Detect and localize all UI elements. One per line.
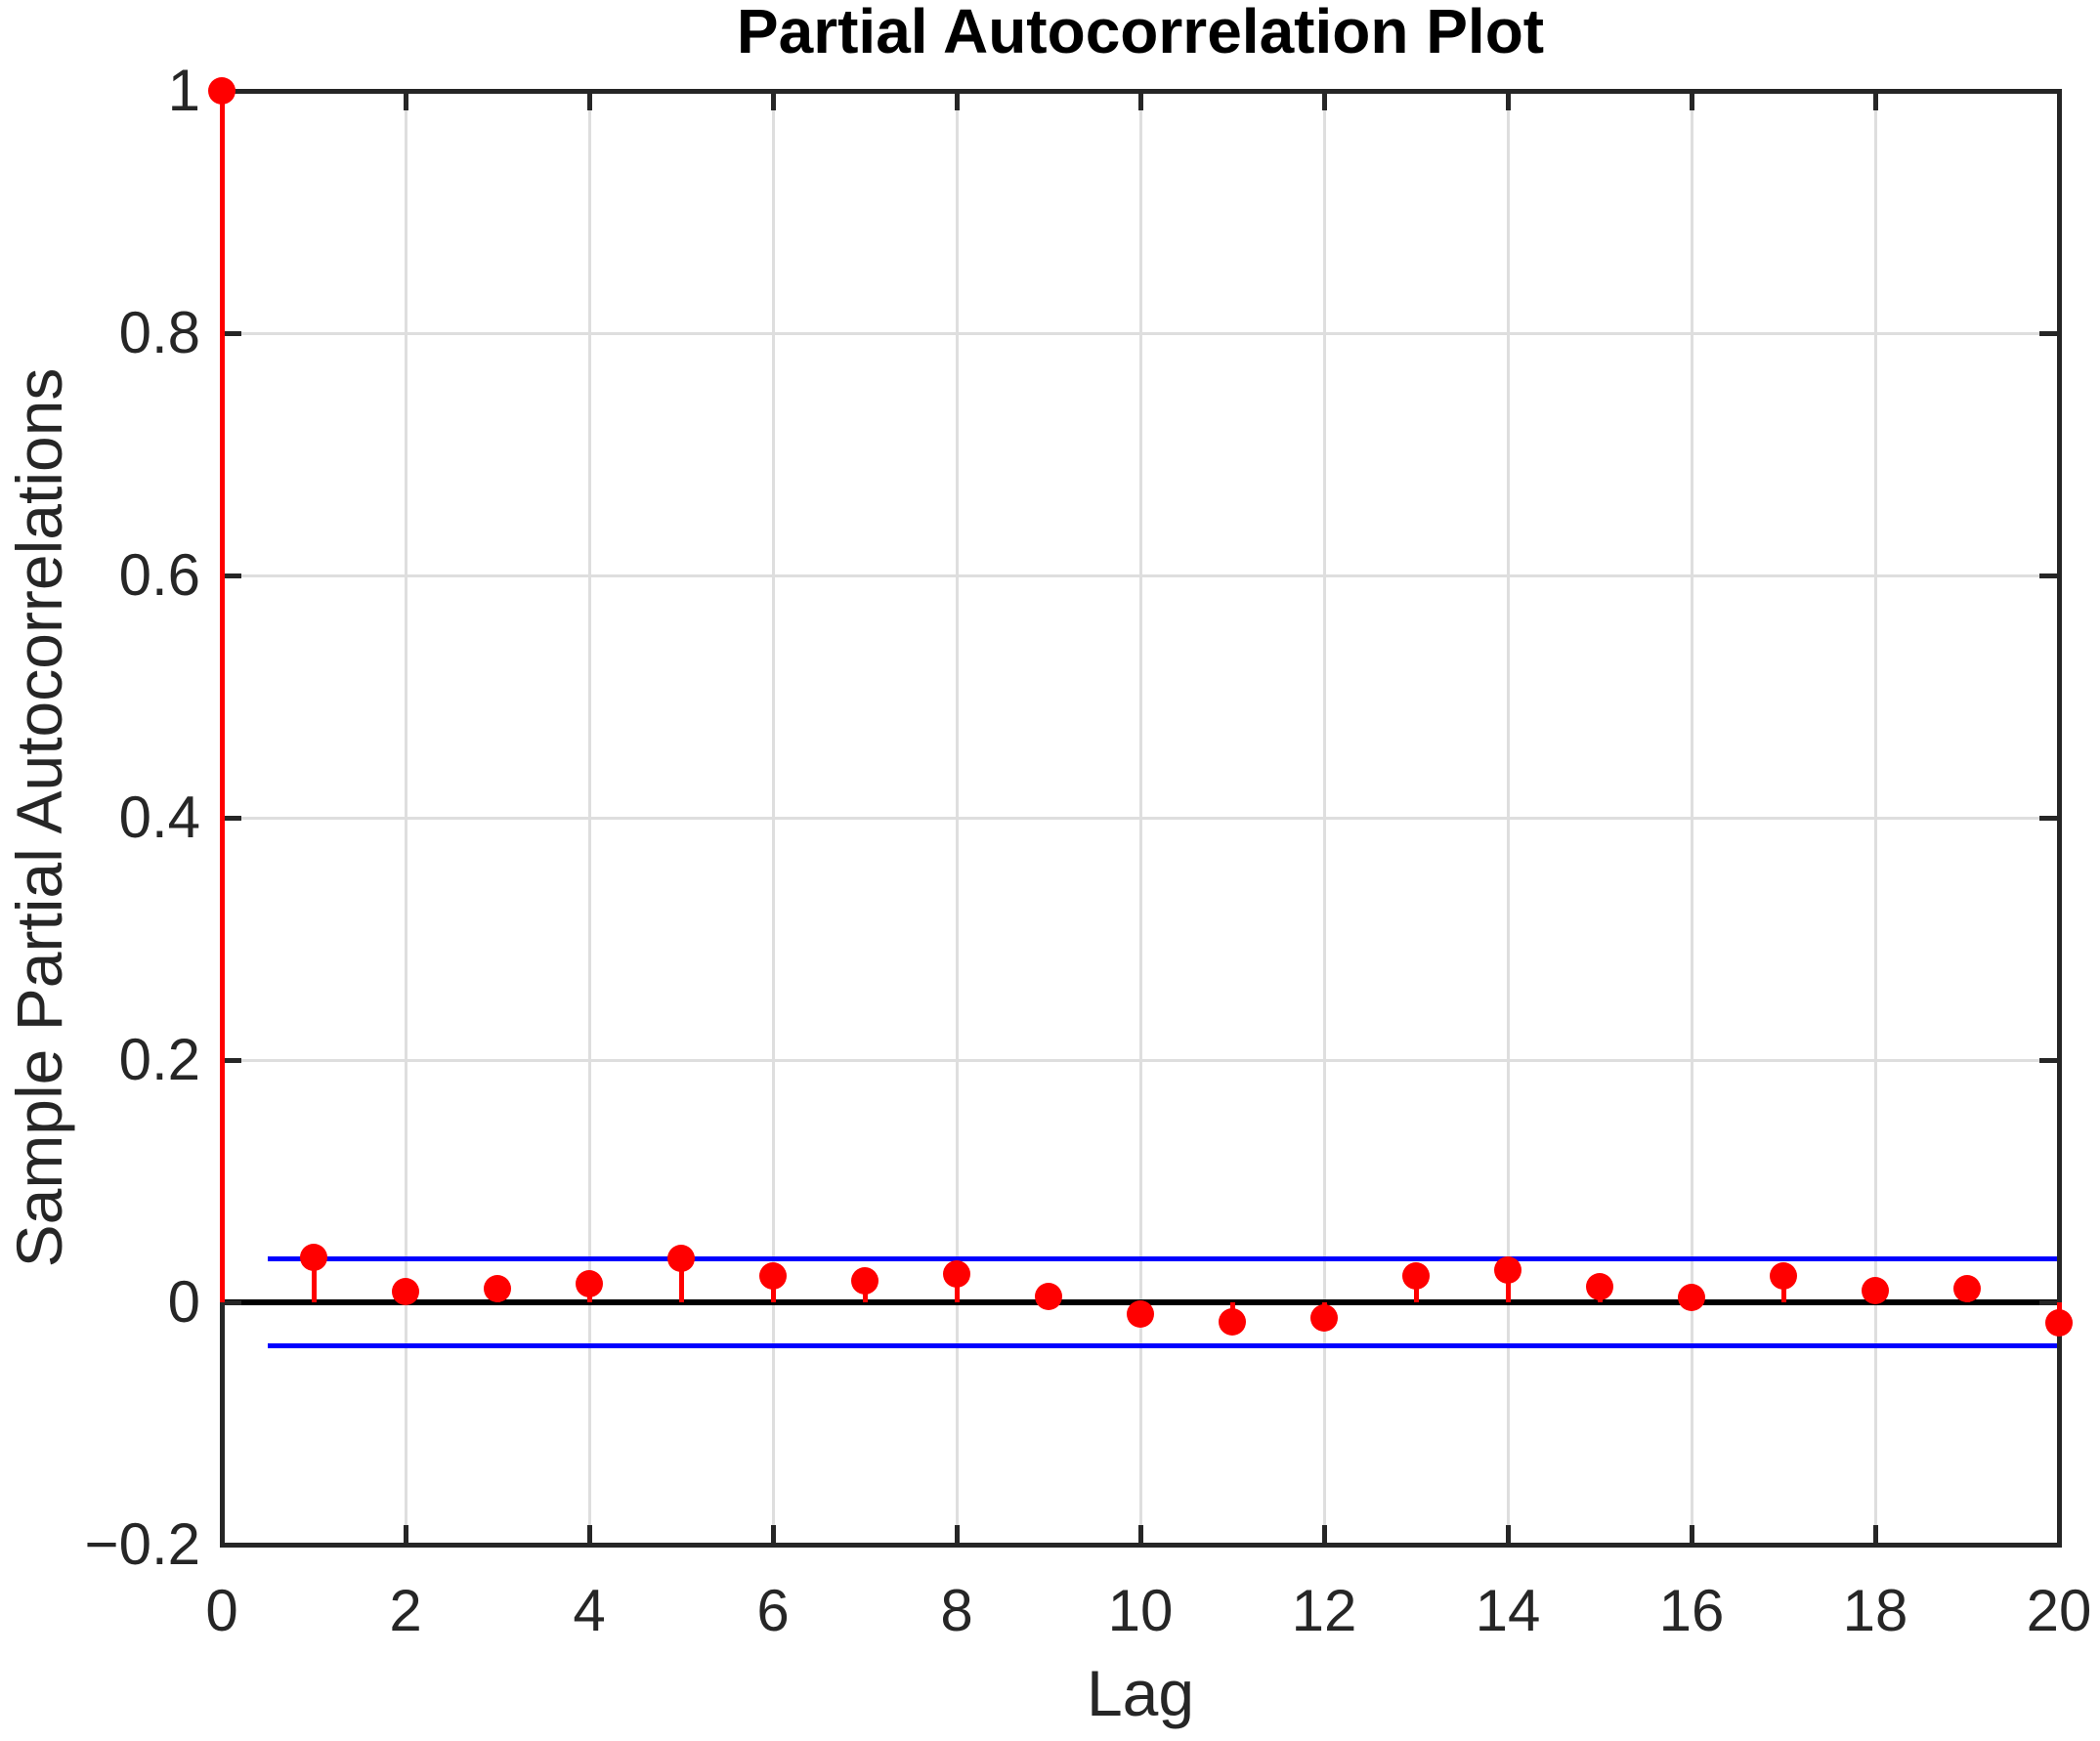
data-point-marker bbox=[392, 1277, 419, 1305]
y-tick-mark-left bbox=[222, 1543, 241, 1548]
y-tick-label: 0.2 bbox=[118, 1027, 200, 1092]
x-tick-label: 12 bbox=[1291, 1578, 1357, 1643]
x-tick-label: 0 bbox=[205, 1578, 238, 1643]
x-tick-mark-bottom bbox=[220, 1525, 225, 1545]
stem-line bbox=[311, 1257, 317, 1302]
data-point-marker bbox=[1586, 1272, 1613, 1300]
data-point-marker bbox=[1310, 1304, 1338, 1333]
data-point-marker bbox=[759, 1261, 787, 1290]
y-tick-mark-right bbox=[2039, 1300, 2059, 1305]
data-point-marker bbox=[300, 1244, 327, 1272]
stem-line bbox=[1505, 1269, 1511, 1302]
grid-line-horizontal bbox=[222, 1058, 2059, 1062]
data-point-marker bbox=[2045, 1309, 2073, 1338]
x-tick-mark-top bbox=[1873, 91, 1878, 110]
y-tick-label: −0.2 bbox=[84, 1511, 200, 1577]
x-tick-label: 16 bbox=[1658, 1578, 1725, 1643]
x-tick-mark-bottom bbox=[2057, 1525, 2062, 1545]
x-tick-label: 8 bbox=[940, 1578, 973, 1643]
data-point-marker bbox=[484, 1275, 511, 1303]
x-tick-mark-bottom bbox=[955, 1525, 960, 1545]
data-point-marker bbox=[667, 1245, 695, 1273]
data-point-marker bbox=[1035, 1282, 1062, 1310]
x-tick-mark-top bbox=[771, 91, 776, 110]
y-tick-mark-left bbox=[222, 331, 241, 336]
data-point-marker bbox=[576, 1270, 603, 1298]
x-tick-mark-top bbox=[955, 91, 960, 110]
x-tick-mark-bottom bbox=[404, 1525, 408, 1545]
y-tick-label: 0 bbox=[167, 1269, 200, 1335]
x-tick-mark-top bbox=[404, 91, 408, 110]
y-tick-label: 1 bbox=[167, 58, 200, 123]
axis-spine-right bbox=[2057, 89, 2062, 1548]
grid-line-horizontal bbox=[222, 816, 2059, 820]
data-point-marker bbox=[1953, 1275, 1981, 1303]
grid-line-horizontal bbox=[222, 573, 2059, 577]
y-tick-mark-right bbox=[2039, 1058, 2059, 1063]
y-tick-mark-left bbox=[222, 573, 241, 578]
x-tick-label: 4 bbox=[573, 1578, 606, 1643]
x-tick-mark-top bbox=[1138, 91, 1143, 110]
y-tick-mark-left bbox=[222, 1300, 241, 1305]
x-tick-mark-bottom bbox=[1506, 1525, 1511, 1545]
stem-line bbox=[219, 91, 225, 1302]
x-tick-label: 2 bbox=[389, 1578, 422, 1643]
y-tick-mark-right bbox=[2039, 89, 2059, 94]
x-tick-mark-bottom bbox=[1873, 1525, 1878, 1545]
data-point-marker bbox=[1678, 1284, 1705, 1312]
data-point-marker bbox=[1770, 1261, 1797, 1290]
data-point-marker bbox=[1127, 1300, 1154, 1329]
x-tick-mark-bottom bbox=[1322, 1525, 1327, 1545]
y-tick-label: 0.4 bbox=[118, 785, 200, 850]
chart-title: Partial Autocorrelation Plot bbox=[736, 0, 1545, 66]
confidence-bound-lower bbox=[268, 1343, 2059, 1349]
x-tick-label: 14 bbox=[1475, 1578, 1541, 1643]
y-tick-mark-left bbox=[222, 816, 241, 821]
x-tick-mark-bottom bbox=[1690, 1525, 1694, 1545]
y-tick-mark-right bbox=[2039, 331, 2059, 336]
data-point-marker bbox=[1219, 1307, 1246, 1336]
data-point-marker bbox=[943, 1260, 970, 1289]
stem-line bbox=[678, 1258, 684, 1302]
x-tick-mark-bottom bbox=[771, 1525, 776, 1545]
grid-line-horizontal bbox=[222, 331, 2059, 335]
x-tick-label: 10 bbox=[1107, 1578, 1174, 1643]
x-tick-label: 20 bbox=[2026, 1578, 2092, 1643]
x-tick-mark-bottom bbox=[587, 1525, 592, 1545]
x-tick-mark-top bbox=[1506, 91, 1511, 110]
x-tick-mark-top bbox=[1690, 91, 1694, 110]
x-tick-mark-top bbox=[587, 91, 592, 110]
y-tick-mark-right bbox=[2039, 816, 2059, 821]
data-point-marker bbox=[1862, 1276, 1889, 1304]
data-point-marker bbox=[851, 1266, 879, 1295]
y-tick-mark-left bbox=[222, 1058, 241, 1063]
axis-spine-bottom bbox=[220, 1543, 2062, 1548]
stem-line bbox=[954, 1274, 960, 1302]
y-tick-mark-right bbox=[2039, 573, 2059, 578]
x-tick-mark-top bbox=[2057, 91, 2062, 110]
confidence-bound-upper bbox=[268, 1255, 2059, 1261]
x-axis-label: Lag bbox=[1086, 1657, 1195, 1729]
x-tick-label: 18 bbox=[1842, 1578, 1908, 1643]
x-tick-mark-top bbox=[1322, 91, 1327, 110]
data-point-marker bbox=[208, 77, 236, 105]
y-tick-mark-right bbox=[2039, 1543, 2059, 1548]
x-tick-mark-bottom bbox=[1138, 1525, 1143, 1545]
y-tick-label: 0.6 bbox=[118, 542, 200, 608]
data-point-marker bbox=[1494, 1255, 1521, 1284]
x-tick-label: 6 bbox=[756, 1578, 790, 1643]
data-point-marker bbox=[1402, 1261, 1430, 1290]
y-tick-label: 0.8 bbox=[118, 300, 200, 365]
